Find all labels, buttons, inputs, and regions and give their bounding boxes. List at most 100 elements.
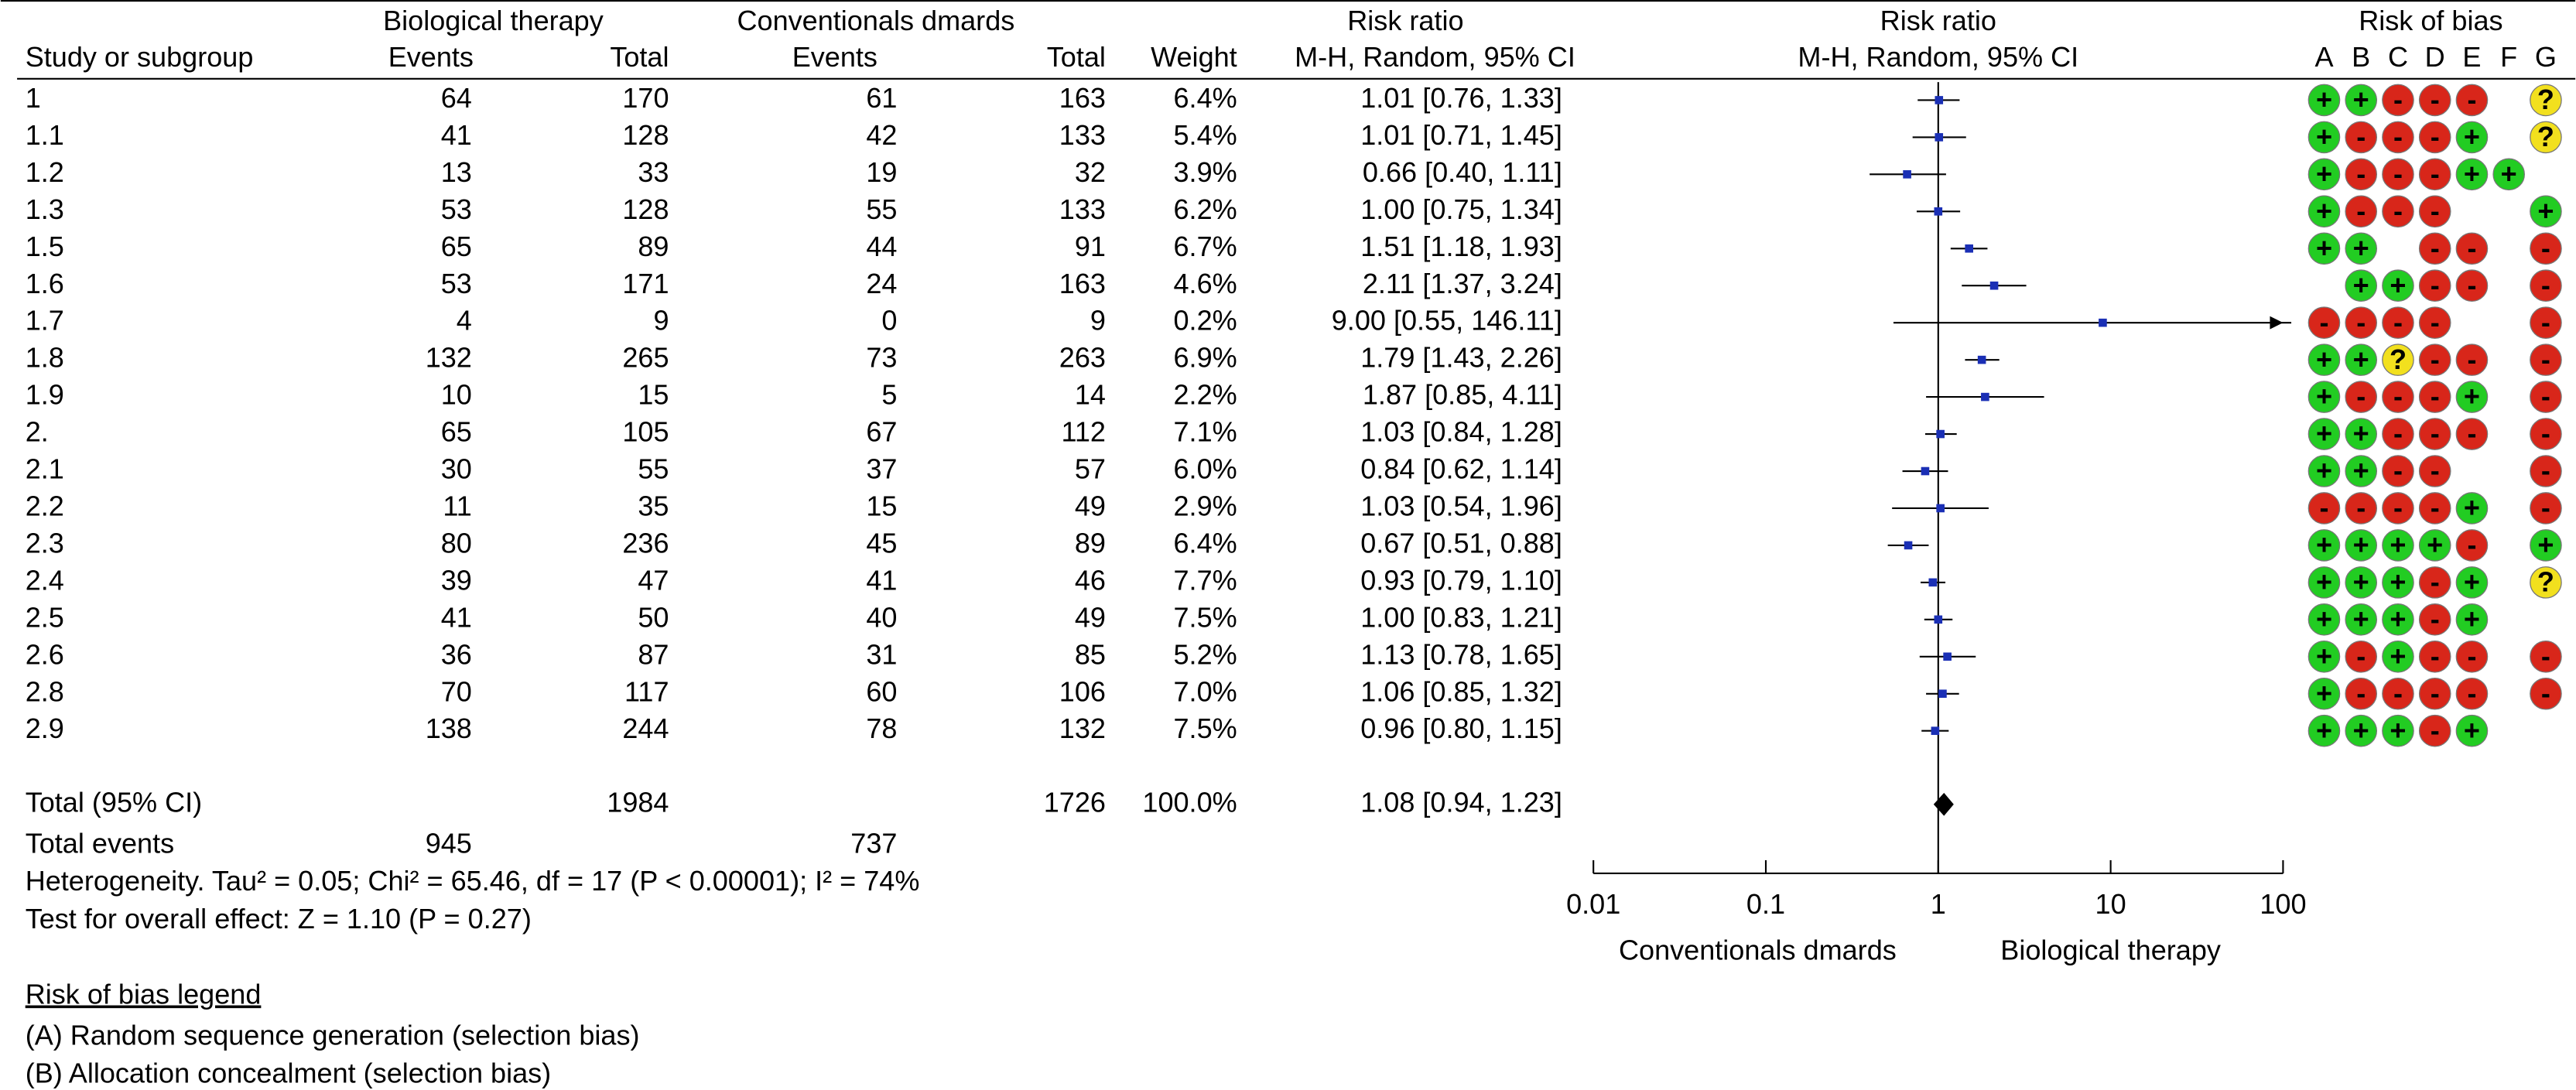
study-label: 2.8 — [26, 675, 64, 707]
bias-circle — [2530, 84, 2562, 117]
bias-symbol: - — [2431, 306, 2440, 338]
bias-symbol: - — [2356, 306, 2366, 338]
bias-circle — [2307, 418, 2341, 450]
table-cell: 37 — [866, 453, 897, 485]
point-estimate — [1934, 615, 1943, 624]
table-cell: 9 — [1090, 305, 1106, 337]
table-cell: 4.6% — [1174, 268, 1237, 299]
bias-domain: G — [2535, 41, 2557, 73]
bias-circle — [2418, 418, 2451, 450]
bias-circle — [2345, 306, 2378, 339]
bias-circle — [2418, 566, 2451, 599]
effect-label: 1.03 [0.84, 1.28] — [1360, 416, 1562, 448]
bias-symbol: - — [2356, 381, 2366, 412]
table-cell: 73 — [866, 342, 897, 374]
bias-symbol: - — [2431, 232, 2440, 264]
bias-symbol: - — [2431, 418, 2440, 449]
bias-circle — [2345, 677, 2378, 710]
point-estimate — [1921, 466, 1930, 476]
study-label: 1.8 — [26, 342, 64, 374]
point-estimate — [1904, 541, 1913, 550]
table-cell: 47 — [638, 564, 669, 596]
bias-circle — [2418, 121, 2451, 154]
bias-symbol: - — [2319, 306, 2328, 338]
bias-symbol: + — [2353, 566, 2369, 598]
bias-symbol: + — [2427, 529, 2443, 561]
study-label: 2.5 — [26, 601, 64, 633]
bias-symbol: - — [2431, 269, 2440, 301]
point-estimate — [1936, 429, 1945, 439]
table-cell: 265 — [622, 342, 669, 374]
table-cell: 5.2% — [1174, 638, 1237, 670]
table-cell: 170 — [622, 82, 669, 114]
bias-circle — [2382, 640, 2414, 673]
table-cell: 4 — [457, 305, 472, 337]
bias-circle — [2345, 640, 2378, 673]
bias-circle — [2418, 640, 2451, 673]
bias-circle — [2455, 603, 2489, 636]
study-label: 2.1 — [26, 453, 64, 485]
total-events-cell: 945 — [426, 827, 472, 859]
table-cell: 236 — [622, 527, 669, 559]
bias-circle — [2455, 640, 2489, 673]
plot-area — [1870, 96, 2292, 736]
bias-symbol: + — [2316, 158, 2332, 190]
bias-symbol: - — [2393, 195, 2403, 227]
x-tick-label: 1 — [1931, 888, 1946, 920]
bias-circle — [2530, 677, 2562, 710]
table-cell: 53 — [441, 193, 472, 225]
table-cell: 5.4% — [1174, 119, 1237, 151]
bias-symbol: - — [2356, 492, 2366, 524]
bias-circle — [2455, 714, 2489, 747]
table-cell: 132 — [426, 342, 472, 374]
bias-circle — [2418, 677, 2451, 710]
table-cell: 171 — [622, 268, 669, 299]
study-label: 1 — [26, 82, 41, 114]
bias-symbol: - — [2431, 714, 2440, 746]
bias-symbol: - — [2541, 269, 2550, 301]
bias-circle — [2455, 677, 2489, 710]
bias-symbol: - — [2356, 677, 2366, 709]
bias-title: Risk of bias — [2359, 5, 2502, 36]
bias-symbol: - — [2319, 492, 2328, 524]
table-cell: 65 — [441, 231, 472, 262]
bias-symbol: - — [2393, 418, 2403, 449]
bias-circle — [2345, 121, 2378, 154]
bias-symbol: + — [2316, 343, 2332, 375]
x-tick-label: 0.1 — [1746, 888, 1785, 920]
point-estimate — [2099, 318, 2107, 327]
bias-symbol: - — [2467, 640, 2476, 671]
bias-circle — [2530, 529, 2562, 562]
bias-symbol: - — [2393, 306, 2403, 338]
bias-circle — [2530, 195, 2562, 228]
table-cell: 55 — [638, 453, 669, 485]
bias-circle — [2345, 158, 2378, 191]
table-cell: 10 — [441, 379, 472, 411]
total-cell: 1984 — [607, 786, 669, 818]
bias-circle — [2382, 158, 2414, 191]
table-cell: 87 — [638, 638, 669, 670]
table-cell: 40 — [866, 601, 897, 633]
study-label: 1.2 — [26, 156, 64, 188]
legend-item: (B) Allocation concealment (selection bi… — [26, 1057, 552, 1088]
total-cell: 100.0% — [1142, 786, 1237, 818]
heterogeneity: Heterogeneity. Tau² = 0.05; Chi² = 65.46… — [26, 865, 920, 897]
table-cell: 9 — [653, 305, 669, 337]
bias-symbol: + — [2390, 640, 2406, 671]
bias-circle — [2382, 492, 2414, 524]
point-estimate — [1943, 652, 1952, 661]
bias-symbol: - — [2467, 418, 2476, 449]
bias-symbol: - — [2356, 121, 2366, 152]
bias-symbol: - — [2393, 492, 2403, 524]
bias-symbol: + — [2316, 677, 2332, 709]
bias-symbol: + — [2316, 529, 2332, 561]
table-cell: 244 — [622, 712, 669, 744]
study-label: 2.3 — [26, 527, 64, 559]
bias-circle — [2418, 269, 2451, 302]
table-cell: 36 — [441, 638, 472, 670]
bias-circle — [2382, 269, 2414, 302]
bias-circle — [2307, 381, 2341, 413]
effect-label: 1.00 [0.83, 1.21] — [1360, 601, 1562, 633]
bias-circle — [2492, 158, 2525, 191]
